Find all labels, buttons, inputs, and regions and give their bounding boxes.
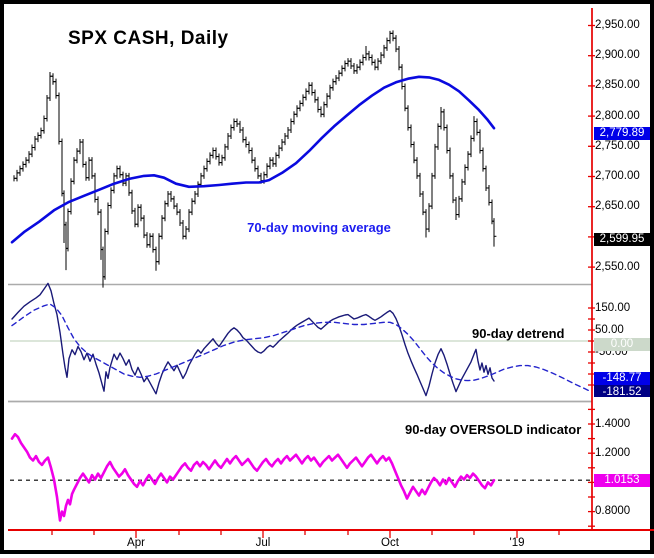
detrend-last-value-badge: -181.52 xyxy=(594,385,650,397)
oversold-annotation: 90-day OVERSOLD indicator xyxy=(405,422,582,437)
y-axis-label: 2,750.00 xyxy=(595,139,640,152)
y-axis-label: 2,650.00 xyxy=(595,200,640,213)
oversold-line xyxy=(10,432,496,522)
chart-title: SPX CASH, Daily xyxy=(68,28,229,49)
y-axis-label: 0.8000 xyxy=(595,505,631,518)
x-axis-label: '19 xyxy=(509,537,525,549)
y-axis-label: 150.00 xyxy=(595,301,631,314)
detrend-zero-badge: 0.00 xyxy=(594,338,650,351)
ma-annotation: 70-day moving average xyxy=(247,220,391,235)
detrend-annotation: 90-day detrend xyxy=(472,326,565,341)
x-axis-label: Jul xyxy=(255,537,271,549)
y-axis-label: 2,850.00 xyxy=(595,79,640,92)
y-axis-label: 2,550.00 xyxy=(595,260,640,273)
y-axis-label: 1.2000 xyxy=(595,446,631,459)
oversold-last-value-badge: 1.0153 xyxy=(594,474,650,487)
y-axis-label: 2,950.00 xyxy=(595,19,640,31)
x-axis-label: Apr xyxy=(127,537,145,549)
y-axis-label: 1.4000 xyxy=(595,417,631,430)
detrend-projection-badge: -148.77 xyxy=(594,372,650,385)
ma-line xyxy=(10,75,496,244)
chart-canvas xyxy=(8,8,654,538)
detrend-projection-dashed-line xyxy=(11,303,591,392)
y-axis-label: 50.00 xyxy=(595,323,624,336)
detrend-line xyxy=(11,282,495,397)
y-axis-label: 2,900.00 xyxy=(595,49,640,62)
ma-last-value-badge: 2,779.89 xyxy=(594,127,650,140)
y-axis-label: 2,700.00 xyxy=(595,170,640,182)
y-axis-label: 2,800.00 xyxy=(595,109,640,122)
x-axis-label: Oct xyxy=(381,537,399,549)
price-last-value-badge: 2,599.95 xyxy=(594,233,650,246)
